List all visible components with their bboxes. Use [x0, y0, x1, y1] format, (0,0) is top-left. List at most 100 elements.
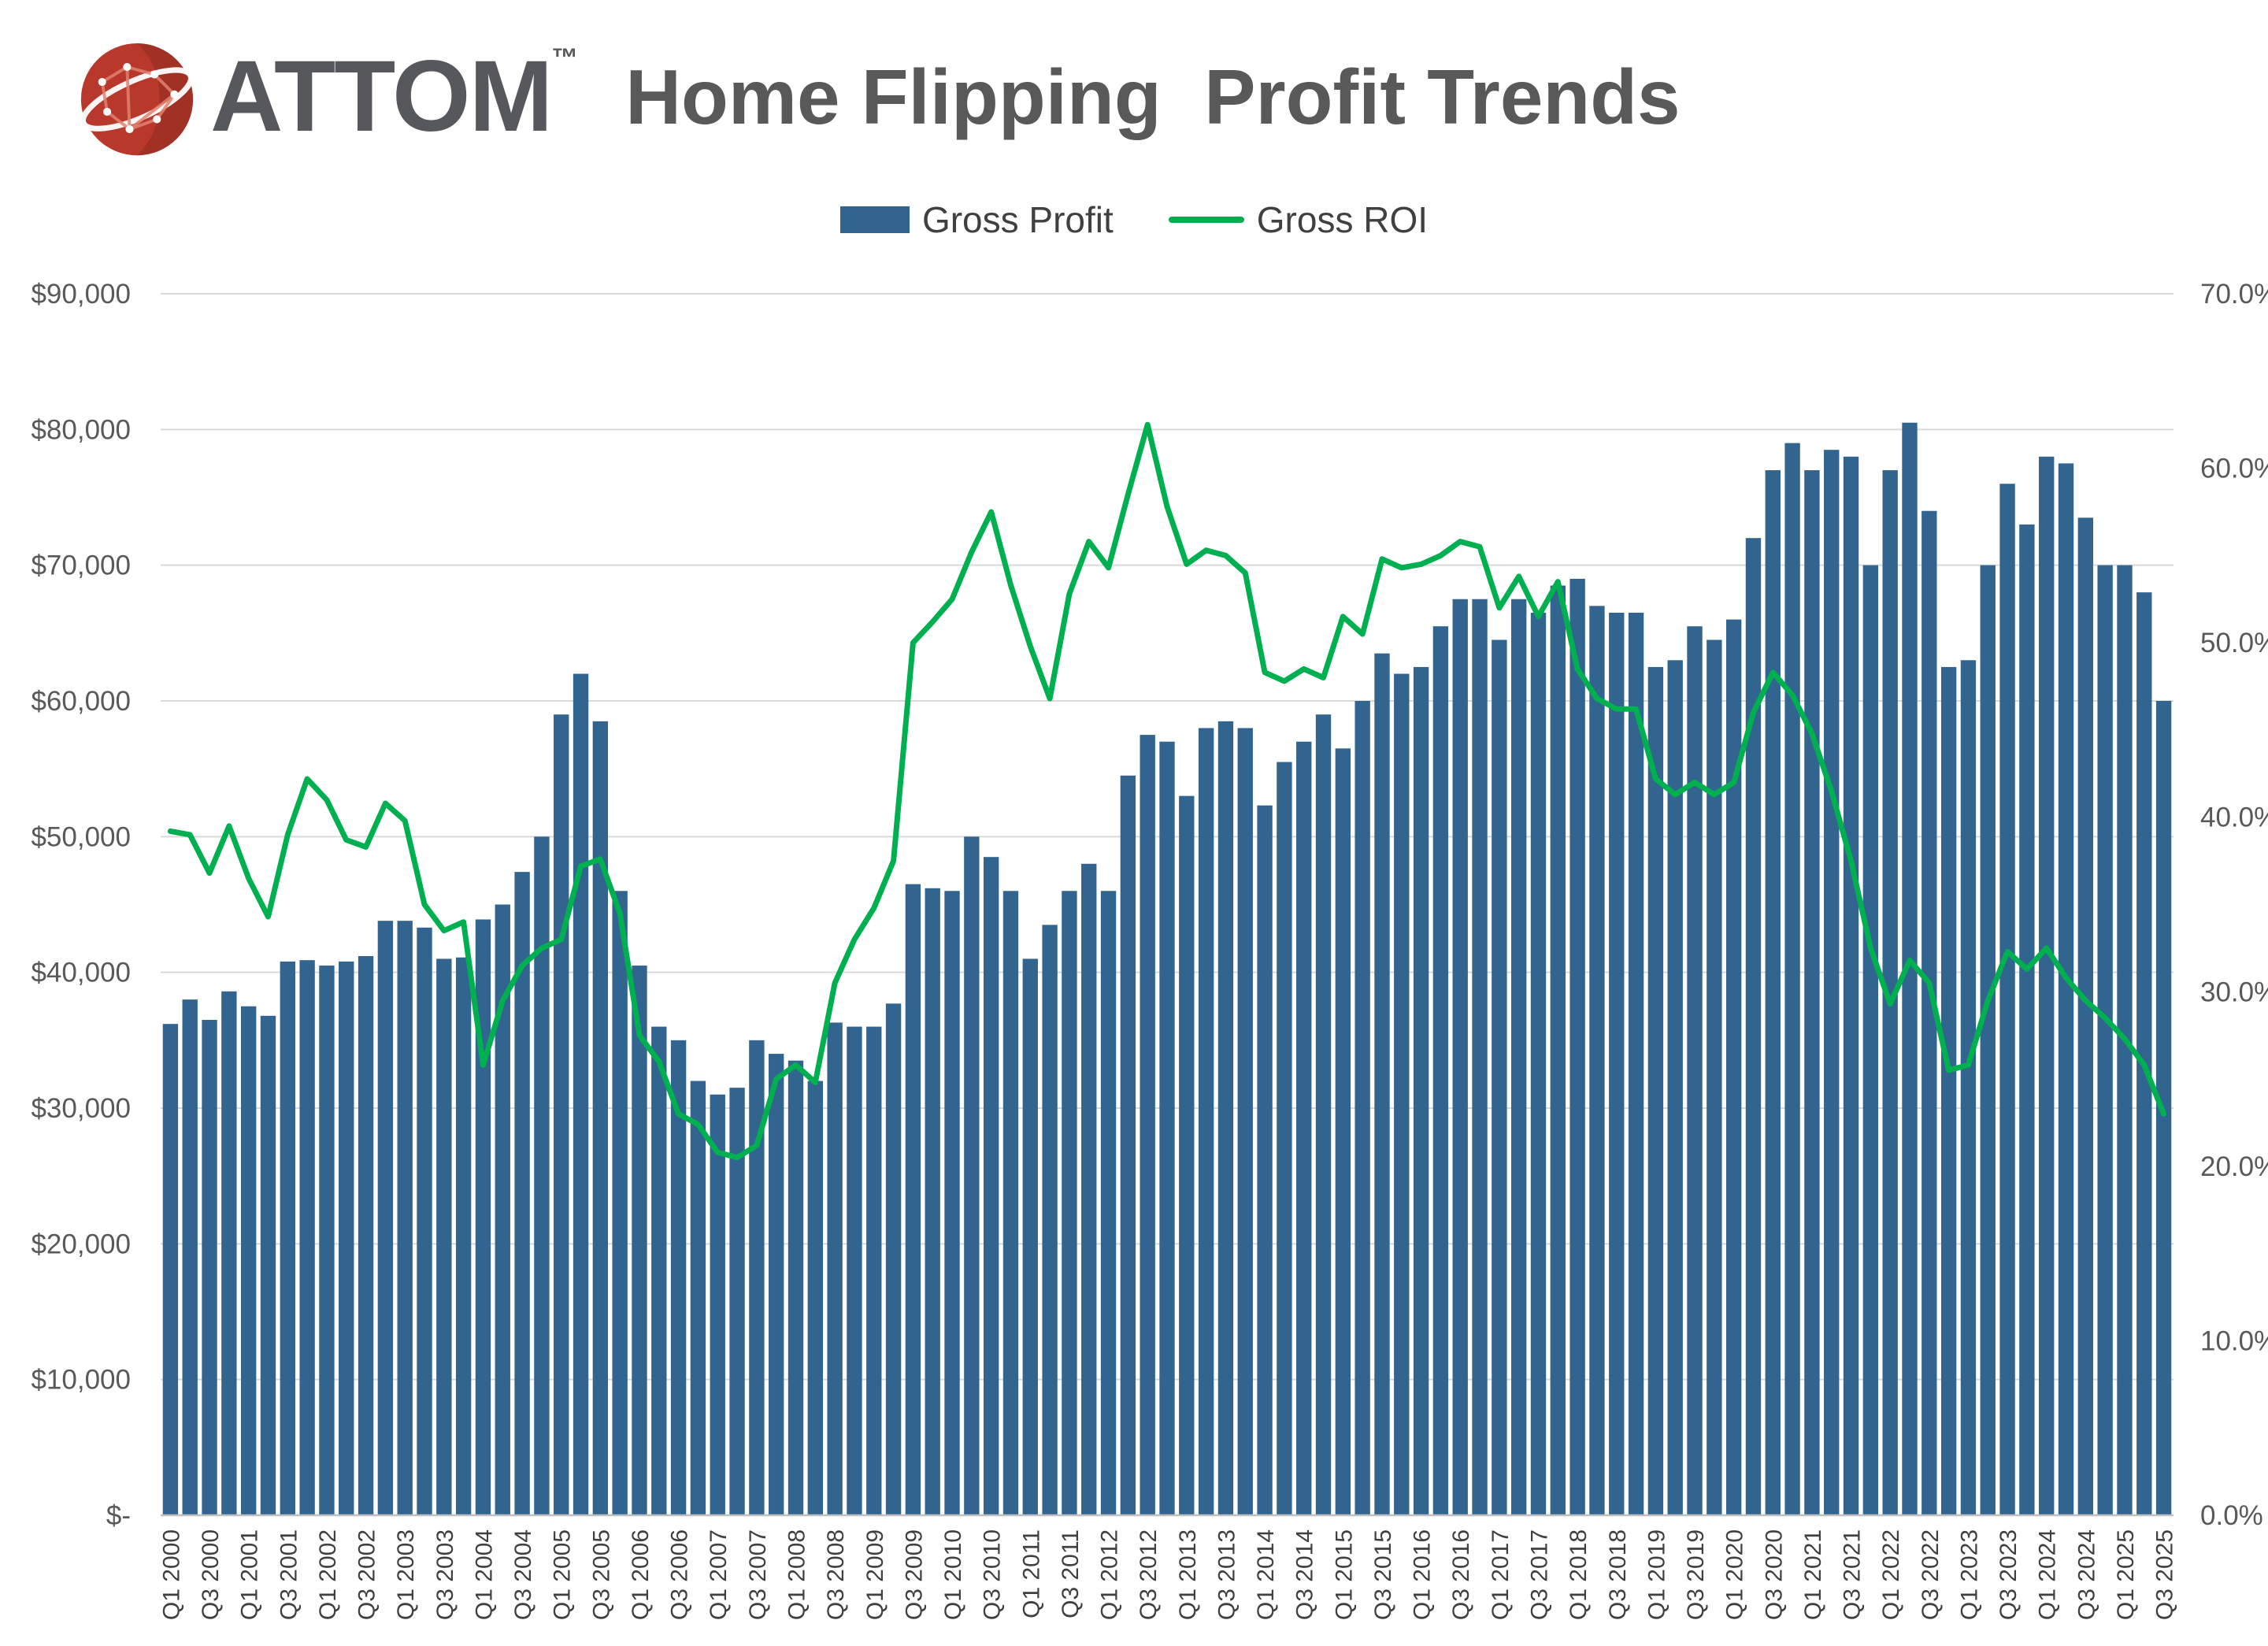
bar-gross-profit [397, 921, 413, 1515]
x-axis-label: Q3 2019 [1683, 1529, 1709, 1620]
bar-gross-profit [1120, 775, 1136, 1515]
x-axis-label: Q3 2020 [1761, 1529, 1787, 1620]
x-axis-label: Q3 2014 [1292, 1529, 1318, 1620]
x-axis-label: Q3 2006 [667, 1529, 693, 1620]
x-axis-label: Q1 2017 [1488, 1529, 1514, 1620]
line-gross-roi [167, 421, 2167, 1161]
x-axis-label: Q1 2007 [706, 1529, 732, 1620]
bar-gross-profit [475, 919, 491, 1515]
bar-gross-profit [710, 1094, 725, 1515]
x-axis-label: Q3 2007 [745, 1529, 771, 1620]
legend: Gross Profit Gross ROI [0, 198, 2268, 241]
bar-gross-profit [651, 1026, 667, 1515]
x-axis-label: Q1 2025 [2113, 1529, 2139, 1620]
y-axis-label-left: $40,000 [31, 958, 131, 988]
x-axis-label: Q3 2023 [1996, 1529, 2022, 1620]
bar-gross-profit [1687, 626, 1703, 1515]
x-axis-label: Q1 2012 [1097, 1529, 1123, 1620]
y-axis-label-right: 30.0% [2200, 977, 2268, 1007]
x-axis-label: Q1 2013 [1175, 1529, 1201, 1620]
bar-gross-profit [1569, 578, 1585, 1515]
y-axis-label-left: $70,000 [31, 551, 131, 581]
bar-gross-profit [1707, 639, 1722, 1516]
x-axis-label: Q3 2003 [432, 1529, 458, 1620]
x-axis-label: Q1 2022 [1878, 1529, 1904, 1620]
y-axis-label-right: 70.0% [2200, 279, 2268, 310]
bar-gross-profit [1100, 891, 1117, 1515]
attom-logo: ATTOM™ [75, 35, 578, 159]
x-axis-label: Q1 2015 [1331, 1529, 1357, 1620]
bar-gross-profit [1374, 653, 1390, 1515]
x-axis-label: Q1 2014 [1253, 1529, 1279, 1620]
x-axis-label: Q1 2018 [1566, 1529, 1592, 1620]
bar-gross-profit [2058, 463, 2074, 1515]
bar-gross-profit [1472, 599, 1488, 1515]
bar-gross-profit [592, 721, 609, 1515]
bar-gross-profit [1589, 606, 1605, 1515]
bar-gross-profit [1432, 626, 1449, 1515]
x-axis-label: Q1 2020 [1722, 1529, 1748, 1620]
y-axis-label-left: $50,000 [31, 821, 131, 852]
x-axis-label: Q3 2004 [510, 1529, 536, 1620]
bar-gross-profit [827, 1022, 843, 1515]
x-axis-label: Q1 2011 [1018, 1529, 1044, 1618]
y-axis-label-right: 10.0% [2200, 1325, 2268, 1356]
bar-gross-profit [436, 958, 452, 1515]
x-axis-label: Q3 2021 [1840, 1529, 1866, 1620]
bar-gross-profit [1882, 470, 1898, 1515]
x-axis-label: Q1 2003 [393, 1529, 419, 1620]
x-axis-label: Q1 2004 [472, 1529, 498, 1620]
bar-gross-profit [1394, 673, 1410, 1515]
bar-gross-profit [983, 857, 999, 1515]
bar-gross-profit [1296, 741, 1312, 1515]
bar-gross-profit [202, 1019, 217, 1515]
bar-gross-profit [1511, 599, 1527, 1515]
y-axis-label-right: 50.0% [2200, 628, 2268, 658]
page-title: Home Flipping Profit Trends [625, 54, 1681, 140]
y-axis-label-right: 40.0% [2200, 803, 2268, 833]
x-axis-label: Q1 2001 [237, 1529, 263, 1620]
bar-gross-profit [885, 1003, 902, 1515]
x-axis-label: Q1 2021 [1800, 1529, 1826, 1620]
bar-gross-profit [1940, 666, 1957, 1515]
bar-gross-profit [612, 891, 628, 1515]
bar-gross-profit [1354, 701, 1370, 1515]
bar-gross-profit [1980, 565, 1996, 1515]
x-axis-label: Q1 2005 [550, 1529, 576, 1620]
bar-gross-profit [1452, 599, 1468, 1515]
bar-gross-profit [847, 1026, 862, 1515]
bar-gross-profit [1765, 470, 1781, 1515]
bar-gross-profit [866, 1026, 882, 1515]
bar-gross-profit [905, 884, 921, 1515]
bar-gross-profit [1140, 735, 1155, 1515]
bar-gross-profit [1217, 721, 1234, 1515]
bar-gross-profit [1315, 714, 1332, 1515]
trademark: ™ [551, 43, 579, 73]
bar-gross-profit [162, 1024, 179, 1515]
x-axis-label: Q3 2013 [1214, 1529, 1240, 1620]
y-axis-label-left: $60,000 [31, 686, 131, 717]
x-axis-label: Q3 2016 [1448, 1529, 1474, 1620]
bar-gross-profit [1062, 891, 1077, 1515]
bar-gross-profit [2039, 456, 2055, 1515]
y-axis-label-right: 0.0% [2200, 1500, 2263, 1531]
bar-gross-profit [788, 1060, 804, 1515]
x-axis-label: Q1 2019 [1644, 1529, 1670, 1620]
bar-gross-profit [1198, 728, 1214, 1515]
bar-gross-profit [1999, 484, 2015, 1516]
x-axis-label: Q1 2000 [158, 1529, 184, 1620]
bar-gross-profit [573, 673, 589, 1515]
x-axis-label: Q3 2015 [1370, 1529, 1396, 1620]
bar-gross-profit [260, 1015, 276, 1515]
y-axis-label-left: $30,000 [31, 1093, 131, 1124]
x-axis-label: Q3 2009 [901, 1529, 927, 1620]
bar-gross-profit [221, 991, 237, 1515]
x-axis-label: Q3 2018 [1605, 1529, 1631, 1620]
bar-gross-profit [534, 836, 550, 1515]
legend-item-gross-profit: Gross Profit [839, 198, 1114, 241]
x-axis-label: Q3 2017 [1527, 1529, 1553, 1620]
bar-gross-profit [2077, 517, 2094, 1515]
y-axis-label-left: $90,000 [31, 279, 131, 310]
bar-gross-profit [1492, 639, 1507, 1516]
bar-gross-profit [1413, 666, 1429, 1515]
